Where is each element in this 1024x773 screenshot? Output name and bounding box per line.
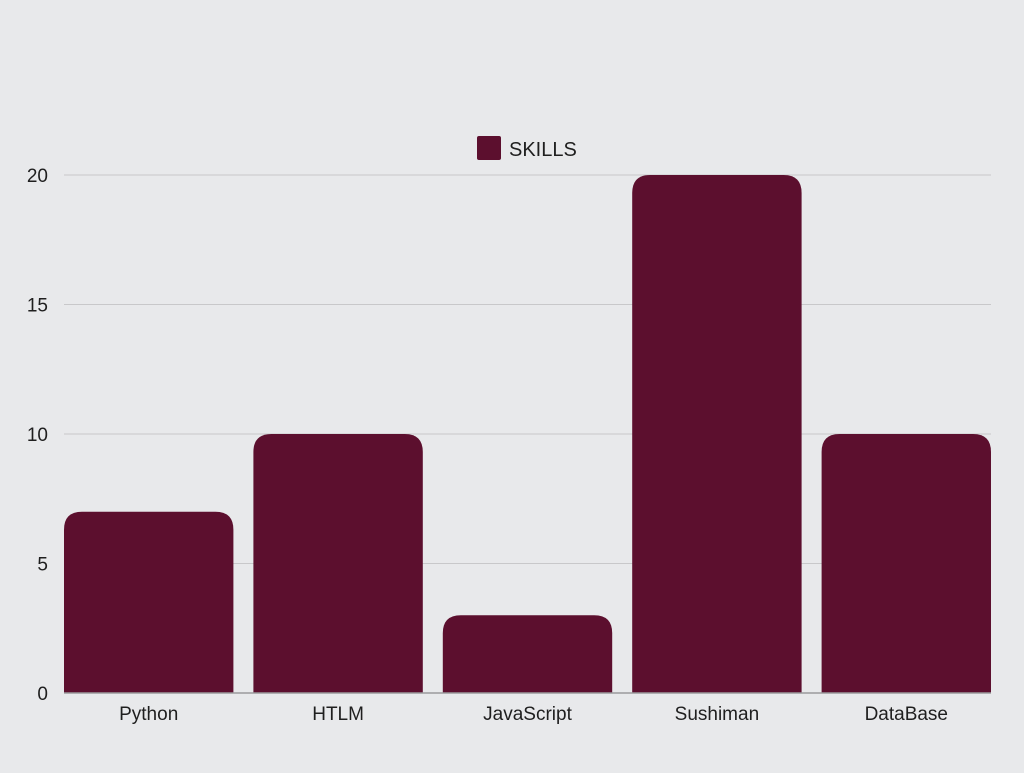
y-tick-label: 0 [37,684,48,705]
y-axis-ticks: 0 5 10 15 20 [27,166,48,705]
y-tick-label: 5 [37,555,48,576]
bar [64,511,234,693]
bar [632,175,802,693]
x-tick-label: Python [119,704,178,725]
bars [64,175,991,693]
bar [253,434,423,693]
legend-swatch [477,136,501,160]
y-tick-label: 10 [27,425,48,446]
x-tick-label: HTLM [312,704,364,725]
y-tick-label: 20 [27,166,48,187]
y-tick-label: 15 [27,296,48,317]
legend-label: SKILLS [509,139,577,161]
bar [442,615,613,693]
x-tick-label: Sushiman [675,704,760,725]
x-tick-label: DataBase [865,704,948,725]
bar [821,434,991,693]
x-axis-ticks: Python HTLM JavaScript Sushiman DataBase [119,704,948,725]
legend: SKILLS [477,136,577,161]
x-tick-label: JavaScript [483,704,572,725]
